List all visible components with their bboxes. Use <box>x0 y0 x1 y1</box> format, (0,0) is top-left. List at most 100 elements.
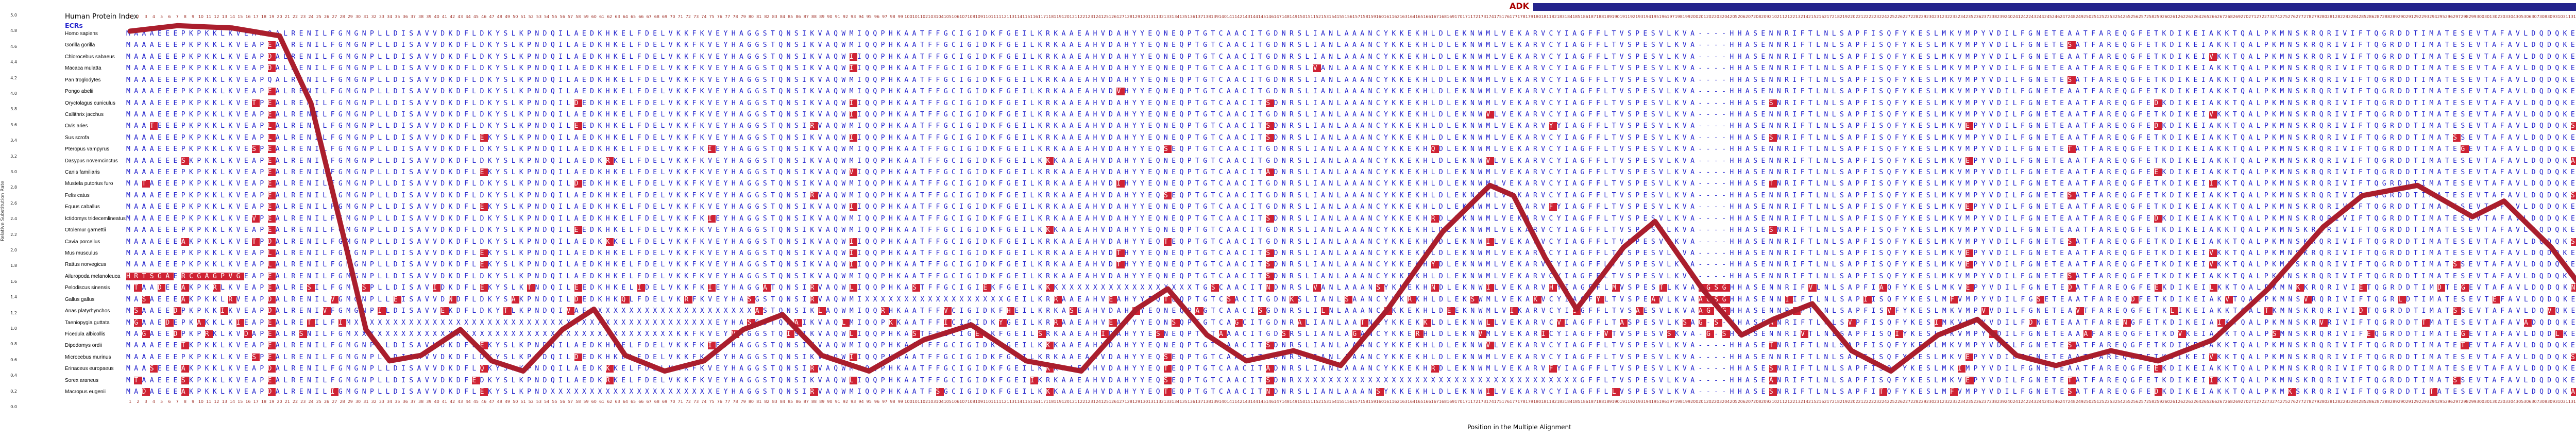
position-number: 227 <box>1903 399 1911 404</box>
position-number: 219 <box>1839 399 1848 404</box>
position-number: 222 <box>1863 399 1871 404</box>
position-number: 247 <box>2060 399 2068 404</box>
y-tick-label: 0.6 <box>10 357 17 362</box>
position-number: 228 <box>1910 399 1919 404</box>
species-label: Microcebus murinus <box>65 354 111 360</box>
position-number: 44 <box>465 399 471 404</box>
position-number: 180 <box>1533 399 1541 404</box>
species-label: Pelodiscus sinensis <box>65 285 110 291</box>
position-number: 183 <box>1556 399 1565 404</box>
position-number: 81 <box>756 399 762 404</box>
species-label: Anas platyrhynchos <box>65 308 110 314</box>
position-number: 205 <box>1730 399 1738 404</box>
mismatch-residues: T <box>134 376 142 384</box>
position-number: 280 <box>2319 399 2327 404</box>
position-number: 200 <box>1690 399 1699 404</box>
position-number: 159 <box>1368 14 1376 19</box>
position-number: 28 <box>340 399 345 404</box>
mismatch-residues: S <box>181 376 190 384</box>
position-number: 158 <box>1360 399 1368 404</box>
position-number: 45 <box>473 14 479 19</box>
position-number: 193 <box>1635 14 1643 19</box>
position-number: 154 <box>1329 14 1337 19</box>
y-tick-label: 2.6 <box>10 200 17 206</box>
position-number: 27 <box>332 399 337 404</box>
position-number: 99 <box>897 399 903 404</box>
y-tick-label: 3.8 <box>10 107 17 112</box>
position-number: 291 <box>2405 399 2414 404</box>
position-number: 181 <box>1541 14 1549 19</box>
position-number: 53 <box>536 399 542 404</box>
y-tick-label: 3.2 <box>10 154 17 159</box>
residues: PYVDILFGNETE <box>1973 376 2068 384</box>
position-number: 43 <box>457 14 463 19</box>
position-number: 126 <box>1109 399 1117 404</box>
position-number: 239 <box>1997 14 2005 19</box>
position-number: 252 <box>2099 14 2107 19</box>
position-number: 35 <box>395 14 400 19</box>
position-number: 119 <box>1054 399 1062 404</box>
position-number: 195 <box>1651 14 1659 19</box>
position-number: 136 <box>1187 14 1195 19</box>
position-number: 221 <box>1855 14 1863 19</box>
position-number: 174 <box>1486 14 1494 19</box>
position-number: 61 <box>599 399 605 404</box>
residues: SEVTAFAVLDQDQKEIIDTNGA <box>2461 376 2576 384</box>
position-number: 150 <box>1297 14 1306 19</box>
position-number: 98 <box>890 399 895 404</box>
position-number: 75 <box>709 399 715 404</box>
position-number: 125 <box>1100 14 1109 19</box>
position-number: 194 <box>1643 14 1651 19</box>
position-number: 42 <box>450 399 455 404</box>
position-number: 175 <box>1494 399 1502 404</box>
position-number: 107 <box>959 399 968 404</box>
position-number: 89 <box>819 399 825 404</box>
position-number: 186 <box>1580 14 1588 19</box>
position-number: 144 <box>1250 399 1258 404</box>
mismatch-residues: D <box>2154 388 2162 396</box>
position-number: 312 <box>2570 14 2576 19</box>
position-number: 267 <box>2217 399 2225 404</box>
position-number: 204 <box>1722 399 1730 404</box>
position-number: 129 <box>1132 14 1141 19</box>
position-number: 43 <box>457 399 463 404</box>
position-number: 64 <box>622 399 628 404</box>
position-number: 109 <box>975 14 983 19</box>
position-number: 289 <box>2389 14 2398 19</box>
position-number: 231 <box>1934 14 1942 19</box>
position-number: 145 <box>1258 14 1266 19</box>
position-number: 50 <box>513 399 518 404</box>
position-number: 220 <box>1848 14 1856 19</box>
residues: ATFAREQGFE <box>2075 388 2155 396</box>
position-number: 13 <box>222 399 227 404</box>
residues: EQPTGTCAACIT <box>1172 388 1266 396</box>
position-number: 105 <box>943 399 952 404</box>
mismatch-residues: A <box>181 388 190 396</box>
position-number: 264 <box>2193 14 2201 19</box>
species-label: Otolemur garnettii <box>65 227 106 233</box>
position-number: 102 <box>920 14 928 19</box>
ecrs-label: ECRs <box>65 22 83 29</box>
position-number: 270 <box>2241 14 2249 19</box>
position-number: 301 <box>2484 14 2493 19</box>
position-number: 234 <box>1957 399 1966 404</box>
position-number: 4 <box>152 399 155 404</box>
position-number: 113 <box>1006 14 1015 19</box>
position-number: 261 <box>2170 14 2178 19</box>
position-number: 78 <box>733 399 738 404</box>
position-number: 103 <box>928 14 936 19</box>
position-number: 209 <box>1761 14 1769 19</box>
position-number: 215 <box>1808 399 1817 404</box>
position-number: 258 <box>2146 399 2155 404</box>
position-number: 137 <box>1195 14 1204 19</box>
mismatch-residues: K <box>1046 388 1054 396</box>
position-number: 278 <box>2303 399 2312 404</box>
position-number: 266 <box>2209 14 2217 19</box>
y-tick-label: 1.6 <box>10 279 17 284</box>
position-number: 118 <box>1046 14 1054 19</box>
position-number: 264 <box>2193 399 2201 404</box>
position-number: 185 <box>1572 14 1581 19</box>
position-number: 223 <box>1871 14 1879 19</box>
mismatch-residues: T <box>2429 388 2437 396</box>
